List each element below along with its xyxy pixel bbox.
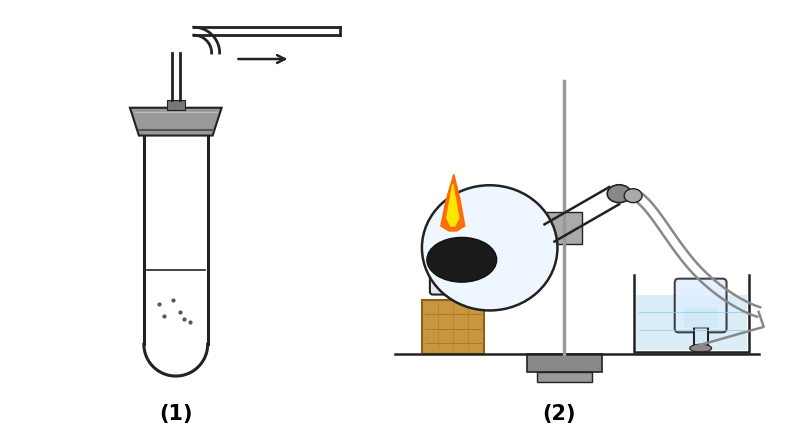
FancyBboxPatch shape: [675, 278, 727, 332]
Text: (2): (2): [542, 404, 576, 424]
Bar: [167, 100, 185, 110]
Polygon shape: [447, 184, 459, 226]
Ellipse shape: [422, 185, 557, 311]
FancyBboxPatch shape: [430, 239, 476, 295]
Ellipse shape: [690, 344, 711, 352]
Bar: [695, 329, 707, 346]
Polygon shape: [130, 108, 222, 135]
Bar: [443, 230, 463, 244]
Polygon shape: [441, 174, 464, 231]
Bar: [526, 354, 603, 372]
Bar: [537, 372, 592, 382]
Ellipse shape: [607, 185, 631, 202]
Bar: [684, 308, 718, 329]
Bar: [694, 329, 707, 348]
Bar: [546, 212, 582, 244]
Ellipse shape: [624, 189, 642, 202]
Ellipse shape: [441, 225, 464, 235]
Bar: [422, 299, 484, 354]
Bar: [636, 295, 747, 350]
Ellipse shape: [427, 237, 497, 282]
Text: (1): (1): [159, 404, 192, 424]
